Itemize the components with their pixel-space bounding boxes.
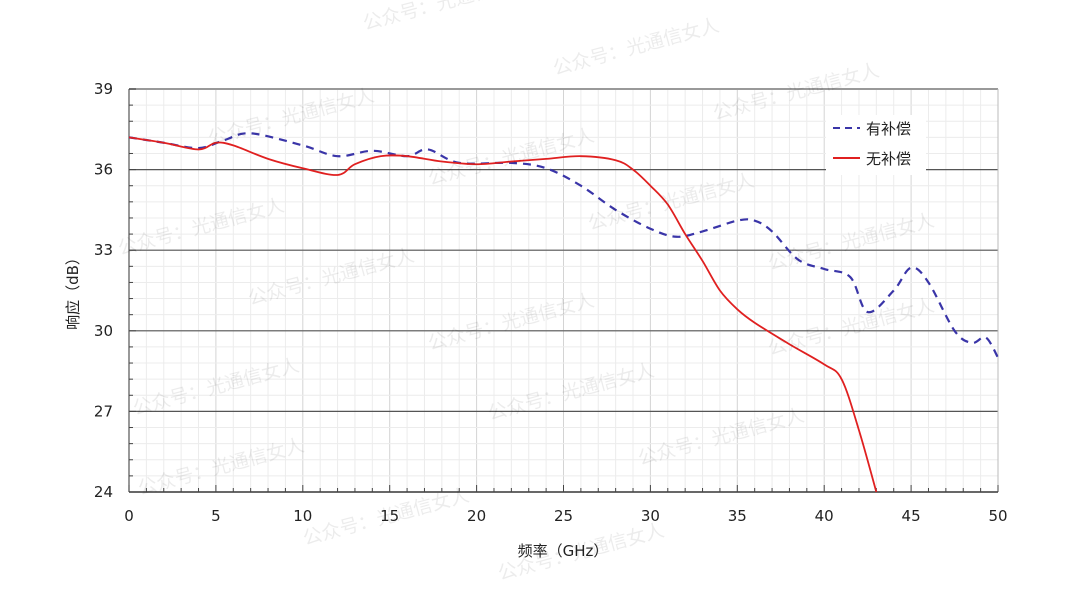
y-tick-label: 36 (94, 161, 113, 179)
x-tick-label: 15 (380, 507, 399, 525)
y-tick-label: 24 (94, 483, 113, 501)
series-line-compensated (128, 132, 999, 359)
y-tick-label: 39 (94, 80, 113, 98)
watermark-text: 公众号：光通信女人 (246, 244, 417, 310)
watermark-text: 公众号：光通信女人 (551, 14, 722, 80)
legend-background (826, 115, 926, 175)
watermark-text: 公众号：光通信女人 (301, 484, 472, 550)
series-lines (128, 132, 999, 493)
x-tick-label: 10 (293, 507, 312, 525)
x-tick-label: 50 (988, 507, 1007, 525)
x-tick-label: 0 (124, 507, 134, 525)
series-line-uncompensated (128, 136, 878, 493)
legend-label: 无补偿 (866, 150, 911, 168)
x-tick-label: 5 (211, 507, 221, 525)
axis-ticks: 0 5 10 15 20 25 30 35 40 45 50 24 27 30 33 36 39 (94, 80, 1008, 525)
x-tick-label: 35 (728, 507, 747, 525)
x-tick-label: 30 (641, 507, 660, 525)
x-axis-label: 频率（GHz） (518, 542, 609, 560)
legend-label: 有补偿 (866, 120, 911, 138)
watermark-text: 公众号：光通信女人 (206, 84, 377, 150)
x-tick-label: 45 (902, 507, 921, 525)
grid (128, 88, 999, 493)
watermarks: 公众号：光通信女人公众号：光通信女人公众号：光通信女人公众号：光通信女人公众号：… (116, 0, 937, 585)
y-tick-label: 30 (94, 322, 113, 340)
y-axis-label: 响应（dB） (64, 250, 82, 330)
watermark-text: 公众号：光通信女人 (136, 434, 307, 500)
y-tick-label: 27 (94, 402, 113, 420)
x-tick-label: 40 (815, 507, 834, 525)
y-tick-label: 33 (94, 241, 113, 259)
x-tick-label: 20 (467, 507, 486, 525)
x-tick-label: 25 (554, 507, 573, 525)
watermark-text: 公众号：光通信女人 (361, 0, 532, 35)
